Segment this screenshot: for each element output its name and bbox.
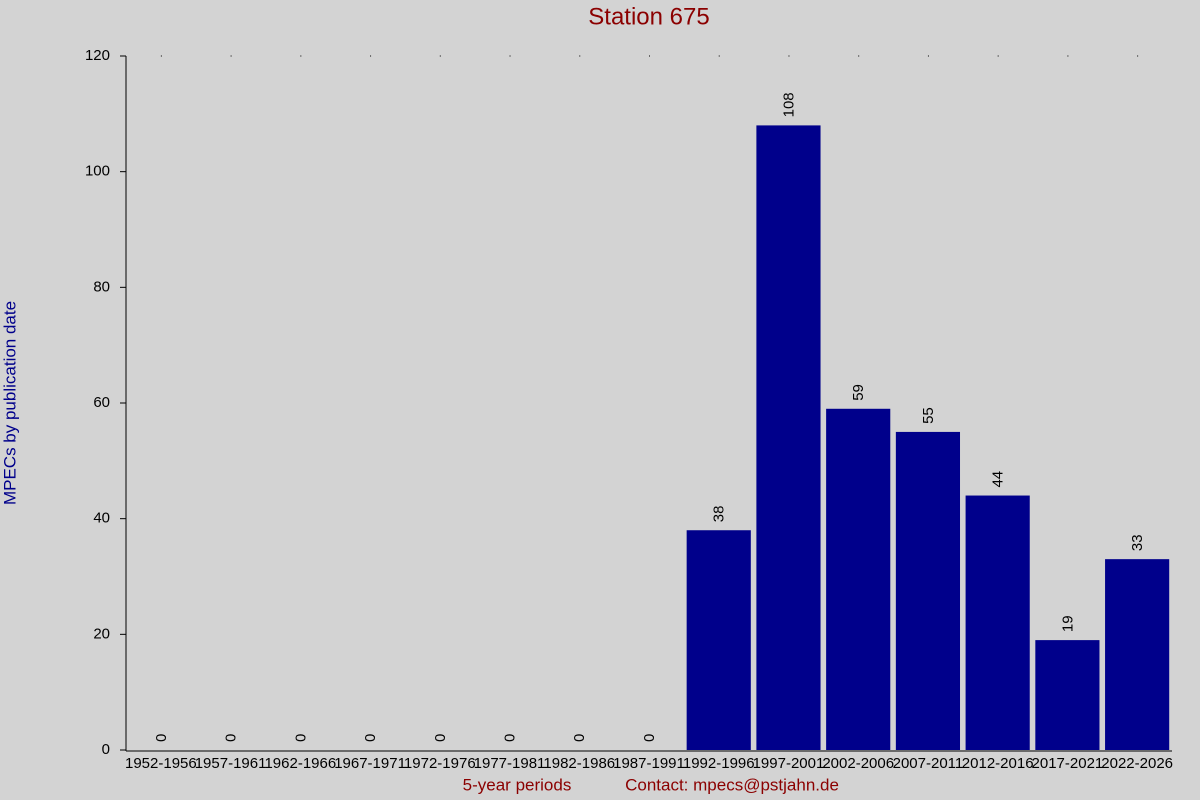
x-tick-label: 2022-2026	[1101, 755, 1173, 772]
x-tick-label: 1972-1976	[404, 755, 476, 772]
chart-title: Station 675	[588, 3, 709, 30]
bar	[1105, 559, 1170, 750]
bar	[826, 408, 891, 750]
x-tick-label: 1982-1986	[543, 755, 615, 772]
x-tick-label: 1992-1996	[683, 755, 755, 772]
x-tick-label: 1997-2001	[753, 755, 825, 772]
x-tick-label: 1957-1961	[195, 755, 267, 772]
y-tick-label: 20	[93, 625, 110, 642]
value-label: 38	[711, 506, 728, 523]
value-label: 33	[1129, 534, 1146, 551]
bar	[686, 530, 751, 750]
value-label: 108	[780, 92, 797, 117]
bar	[965, 495, 1030, 750]
x-axis-label: 5-year periods	[463, 775, 572, 794]
value-label: 0	[432, 734, 449, 742]
value-label: 0	[292, 734, 309, 742]
x-tick-label: 1987-1991	[613, 755, 685, 772]
x-tick-label: 2002-2006	[822, 755, 894, 772]
x-tick-label: 1962-1966	[264, 755, 336, 772]
x-tick-label: 2017-2021	[1032, 755, 1104, 772]
bar	[1035, 640, 1100, 750]
x-tick-label: 2012-2016	[962, 755, 1034, 772]
value-label: 44	[990, 471, 1007, 488]
y-axis-label: MPECs by publication date	[0, 301, 19, 505]
value-label: 0	[153, 734, 170, 742]
value-label: 59	[850, 384, 867, 401]
value-label: 55	[920, 407, 937, 424]
x-tick-label: 2007-2011	[893, 755, 964, 772]
y-tick-label: 80	[93, 278, 110, 295]
value-label: 0	[223, 734, 240, 742]
y-tick-label: 60	[93, 394, 110, 411]
bar	[756, 125, 821, 750]
value-label: 0	[362, 734, 379, 742]
x-tick-label: 1952-1956	[125, 755, 197, 772]
footer: Contact: mpecs@pstjahn.de	[625, 775, 839, 794]
value-label: 0	[571, 734, 588, 742]
x-tick-label: 1967-1971	[334, 755, 406, 772]
value-label: 19	[1059, 615, 1076, 632]
value-label: 0	[641, 734, 658, 742]
value-label: 0	[502, 734, 519, 742]
y-tick-label: 0	[102, 741, 110, 758]
y-tick-label: 100	[85, 163, 110, 180]
x-tick-label: 1977-1981	[474, 755, 546, 772]
y-tick-label: 40	[93, 510, 110, 527]
bar	[895, 431, 961, 750]
y-tick-label: 120	[85, 47, 110, 64]
